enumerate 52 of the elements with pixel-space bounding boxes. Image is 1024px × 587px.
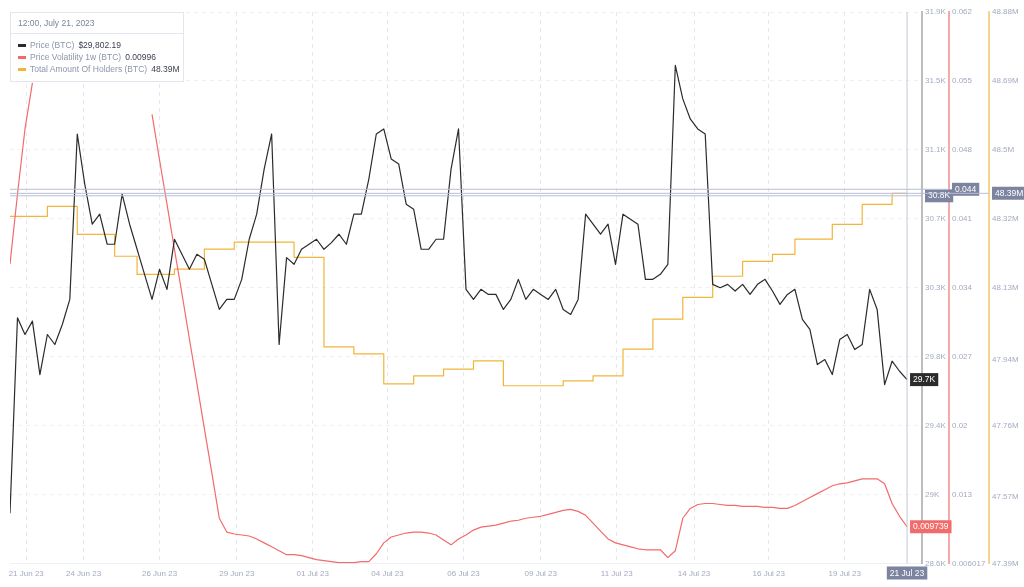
- y-tick-label: 30.7K: [925, 213, 947, 223]
- x-tick-label: 04 Jul 23: [371, 569, 405, 579]
- y2-tick-label: 0.034: [952, 282, 973, 292]
- x-tick-label: 24 Jun 23: [65, 569, 102, 579]
- y3-tick-label: 48.13M: [992, 282, 1020, 292]
- x-tick-label: 19 Jul 23: [828, 569, 862, 579]
- y3-tick-label: 47.76M: [992, 420, 1020, 430]
- annotation: 0.00996: [125, 52, 156, 62]
- y3-tick-label: 48.32M: [992, 213, 1020, 223]
- legend-label: Price (BTC): [30, 40, 75, 50]
- annotation: 48.39M: [151, 64, 180, 74]
- y2-tick-label: 0.055: [952, 76, 973, 86]
- annotation: 12:00, July 21, 2023: [11, 13, 183, 34]
- y3-tick-label: 48.88M: [992, 7, 1020, 17]
- x-tick-label: 21 Jun 23: [8, 569, 45, 579]
- legend-label: Total Amount Of Holders (BTC): [30, 64, 148, 74]
- x-tick-label: 26 Jun 23: [141, 569, 178, 579]
- y3-tick-label: 47.39M: [992, 558, 1020, 568]
- x-tick-label: 01 Jul 23: [296, 569, 330, 579]
- legend-label: Price Volatility 1w (BTC): [30, 52, 122, 62]
- ref-line-label: 48.39M: [995, 187, 1024, 198]
- y2-tick-label: 0.027: [952, 351, 973, 361]
- y3-tick-label: 48.69M: [992, 76, 1020, 86]
- x-tick-label: 09 Jul 23: [524, 569, 558, 579]
- x-tick-label: 06 Jul 23: [447, 569, 481, 579]
- y-tick-label: 29.4K: [925, 420, 947, 430]
- annotation: $29,802.19: [78, 40, 121, 50]
- y-tick-label: 28.6K: [925, 558, 947, 568]
- y2-tick-label: 0.006017: [952, 558, 986, 568]
- y-tick-label: 31.1K: [925, 145, 947, 155]
- y-tick-label: 29K: [925, 489, 940, 499]
- data-label: 0.009739: [913, 521, 949, 532]
- x-tick-label: 14 Jul 23: [677, 569, 711, 579]
- y2-tick-label: 0.062: [952, 7, 973, 17]
- x-tick-label: 11 Jul 23: [600, 569, 634, 579]
- y2-tick-label: 0.048: [952, 145, 973, 155]
- x-tick-label: 16 Jul 23: [752, 569, 786, 579]
- y3-tick-label: 47.57M: [992, 491, 1020, 501]
- ref-line-label: 21 Jul 23: [889, 567, 925, 578]
- y2-tick-label: 0.02: [952, 420, 969, 430]
- y2-tick-label: 0.041: [952, 213, 973, 223]
- y-tick-label: 31.5K: [925, 76, 947, 86]
- y-tick-label: 30.3K: [925, 282, 947, 292]
- y2-tick-label: 0.013: [952, 489, 973, 499]
- y3-tick-label: 47.94M: [992, 355, 1020, 365]
- data-label: 29.7K: [913, 373, 936, 384]
- y3-tick-label: 48.5M: [992, 145, 1015, 155]
- y-tick-label: 29.8K: [925, 351, 947, 361]
- y-tick-label: 31.9K: [925, 7, 947, 17]
- ref-line-label: 30.8K: [928, 190, 951, 201]
- x-tick-label: 29 Jun 23: [219, 569, 255, 579]
- ref-line-label: 0.044: [955, 183, 977, 194]
